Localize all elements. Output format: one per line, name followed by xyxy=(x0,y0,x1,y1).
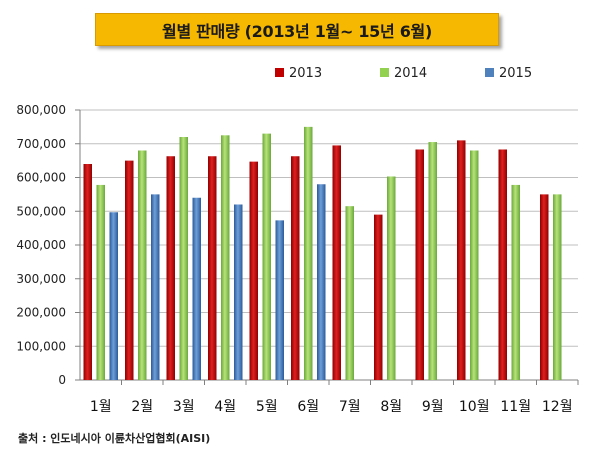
legend-swatch xyxy=(275,68,284,77)
x-tick-label: 4월 xyxy=(214,399,236,415)
bar xyxy=(304,126,313,380)
y-tick-label: 700,000 xyxy=(16,137,66,151)
bar xyxy=(457,140,466,380)
y-tick-label: 500,000 xyxy=(16,204,66,218)
y-tick-label: 300,000 xyxy=(16,272,66,286)
legend-label: 2014 xyxy=(394,66,427,81)
bar xyxy=(96,184,105,380)
bar xyxy=(511,184,520,380)
bar xyxy=(332,145,341,380)
bar xyxy=(138,150,147,380)
y-tick-label: 0 xyxy=(58,373,66,387)
bar xyxy=(415,149,424,380)
bars xyxy=(83,126,562,380)
bar xyxy=(192,197,201,380)
x-tick-label: 2월 xyxy=(131,399,153,415)
y-tick-label: 800,000 xyxy=(16,103,66,117)
gridlines xyxy=(80,109,578,347)
bar xyxy=(109,212,118,380)
bar xyxy=(221,135,230,380)
bar xyxy=(387,176,396,380)
bar xyxy=(498,149,507,380)
bar xyxy=(374,214,383,380)
x-tick-label: 9월 xyxy=(422,399,444,415)
legend-swatch xyxy=(485,68,494,77)
y-tick-label: 100,000 xyxy=(16,339,66,353)
axes xyxy=(75,109,579,385)
x-tick-label: 5월 xyxy=(256,399,278,415)
x-tick-label: 12월 xyxy=(542,399,573,415)
legend: 2013 2014 2015 xyxy=(275,66,532,81)
bar xyxy=(208,156,217,380)
bar xyxy=(428,142,437,380)
bar xyxy=(125,160,134,380)
bar xyxy=(317,184,326,380)
y-tick-label: 400,000 xyxy=(16,238,66,252)
y-tick-labels: 0 100,000 200,000 300,000 400,000 500,000 600,… xyxy=(16,103,66,387)
bar xyxy=(234,204,243,380)
y-tick-label: 200,000 xyxy=(16,306,66,320)
bar xyxy=(179,137,188,380)
x-tick-label: 10월 xyxy=(459,399,490,415)
legend-label: 2013 xyxy=(289,66,322,81)
x-tick-label: 1월 xyxy=(90,399,112,415)
chart-title: 월별 판매량 (2013년 1월~ 15년 6월) xyxy=(95,13,499,46)
bar xyxy=(553,194,562,380)
bar xyxy=(166,156,175,380)
source-note: 출처 : 인도네시아 이륜차산업협회(AISI) xyxy=(18,432,211,445)
x-tick-label: 3월 xyxy=(173,399,195,415)
bar xyxy=(262,133,271,380)
bar xyxy=(151,194,160,380)
bar xyxy=(470,150,479,380)
legend-swatch xyxy=(380,68,389,77)
bar xyxy=(249,161,258,380)
bar xyxy=(345,206,354,380)
x-tick-labels: 1월 2월 3월 4월 5월 6월 7월 8월 9월 10월 11월 12월 xyxy=(90,399,573,415)
bar xyxy=(83,164,92,380)
x-tick-label: 7월 xyxy=(339,399,361,415)
bar xyxy=(291,156,300,380)
bar xyxy=(540,194,549,380)
legend-label: 2015 xyxy=(499,66,532,81)
y-tick-label: 600,000 xyxy=(16,171,66,185)
x-tick-label: 11월 xyxy=(500,399,531,415)
bar xyxy=(275,220,284,380)
x-tick-label: 8월 xyxy=(380,399,402,415)
x-tick-label: 6월 xyxy=(297,399,319,415)
